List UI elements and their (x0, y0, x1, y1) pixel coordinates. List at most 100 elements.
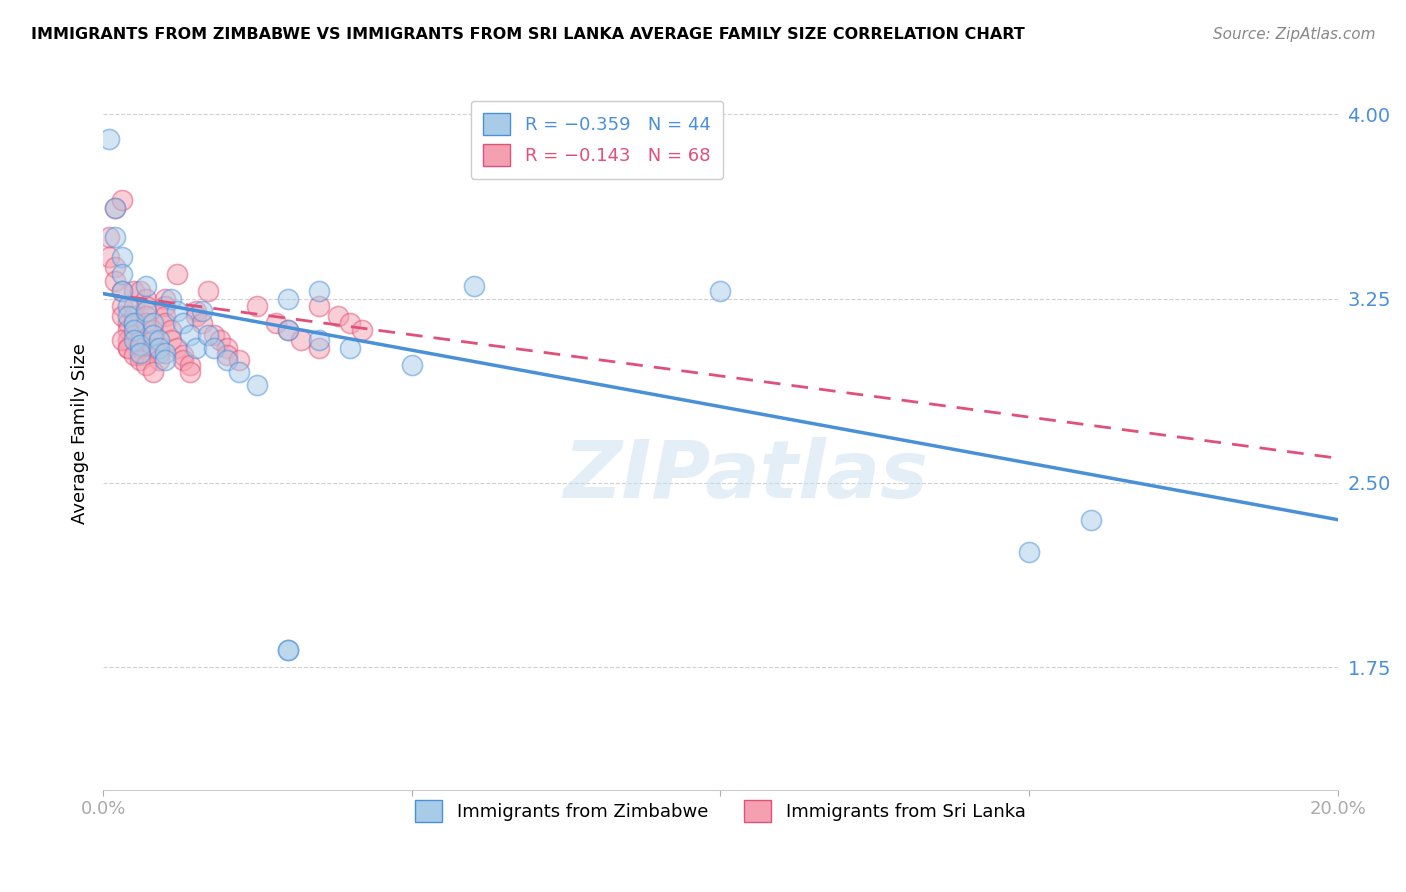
Text: Source: ZipAtlas.com: Source: ZipAtlas.com (1212, 27, 1375, 42)
Point (191, 303, 214, 318)
Point (308, 334, 330, 348)
Point (111, 284, 134, 298)
Point (172, 348, 194, 362)
Point (153, 345, 176, 359)
Point (111, 309, 134, 323)
Point (122, 309, 145, 323)
Point (202, 341, 225, 355)
Point (129, 348, 152, 362)
Point (104, 274, 127, 288)
Point (166, 341, 188, 355)
Point (709, 284, 731, 298)
Point (153, 299, 176, 313)
Point (129, 284, 152, 298)
Point (184, 341, 207, 355)
Point (339, 316, 361, 330)
Point (129, 353, 152, 368)
Point (104, 230, 127, 244)
Point (209, 334, 232, 348)
Point (141, 365, 163, 379)
Point (179, 328, 201, 343)
Point (228, 353, 250, 368)
Point (352, 324, 374, 338)
Point (141, 324, 163, 338)
Point (215, 341, 238, 355)
Point (141, 341, 163, 355)
Point (135, 292, 157, 306)
Point (117, 316, 139, 330)
Point (339, 341, 361, 355)
Point (153, 316, 176, 330)
Point (141, 334, 163, 348)
Point (122, 316, 145, 330)
Point (111, 267, 134, 281)
Point (104, 201, 127, 215)
Point (117, 299, 139, 313)
Point (117, 341, 139, 355)
Point (401, 358, 423, 372)
Point (228, 365, 250, 379)
Point (191, 316, 214, 330)
Text: IMMIGRANTS FROM ZIMBABWE VS IMMIGRANTS FROM SRI LANKA AVERAGE FAMILY SIZE CORREL: IMMIGRANTS FROM ZIMBABWE VS IMMIGRANTS F… (31, 27, 1025, 42)
Point (98, 230, 121, 244)
Point (277, 324, 299, 338)
Point (277, 643, 299, 657)
Point (153, 292, 176, 306)
Point (104, 201, 127, 215)
Point (197, 328, 219, 343)
Point (172, 316, 194, 330)
Point (111, 334, 134, 348)
Point (111, 250, 134, 264)
Point (98, 250, 121, 264)
Point (148, 341, 170, 355)
Point (1080, 513, 1102, 527)
Point (135, 299, 157, 313)
Point (246, 299, 269, 313)
Point (290, 334, 312, 348)
Point (264, 316, 287, 330)
Point (160, 334, 183, 348)
Point (135, 358, 157, 372)
Y-axis label: Average Family Size: Average Family Size (72, 343, 89, 524)
Point (160, 324, 183, 338)
Point (308, 341, 330, 355)
Point (1018, 544, 1040, 558)
Point (160, 292, 183, 306)
Point (122, 284, 145, 298)
Point (111, 194, 134, 208)
Point (135, 279, 157, 293)
Point (141, 328, 163, 343)
Point (117, 324, 139, 338)
Point (326, 309, 349, 323)
Point (153, 309, 176, 323)
Point (129, 338, 152, 352)
Point (122, 316, 145, 330)
Point (104, 260, 127, 274)
Point (98, 132, 121, 146)
Point (117, 334, 139, 348)
Point (135, 303, 157, 318)
Point (172, 353, 194, 368)
Point (166, 267, 188, 281)
Point (135, 309, 157, 323)
Point (184, 309, 207, 323)
Point (184, 303, 207, 318)
Point (148, 345, 170, 359)
Point (179, 365, 201, 379)
Point (122, 348, 145, 362)
Point (122, 324, 145, 338)
Point (463, 279, 485, 293)
Point (277, 324, 299, 338)
Point (135, 316, 157, 330)
Point (129, 334, 152, 348)
Point (153, 353, 176, 368)
Point (202, 328, 225, 343)
Point (117, 309, 139, 323)
Point (122, 299, 145, 313)
Point (129, 341, 152, 355)
Point (197, 284, 219, 298)
Point (215, 353, 238, 368)
Point (148, 353, 170, 368)
Point (166, 303, 188, 318)
Point (111, 299, 134, 313)
